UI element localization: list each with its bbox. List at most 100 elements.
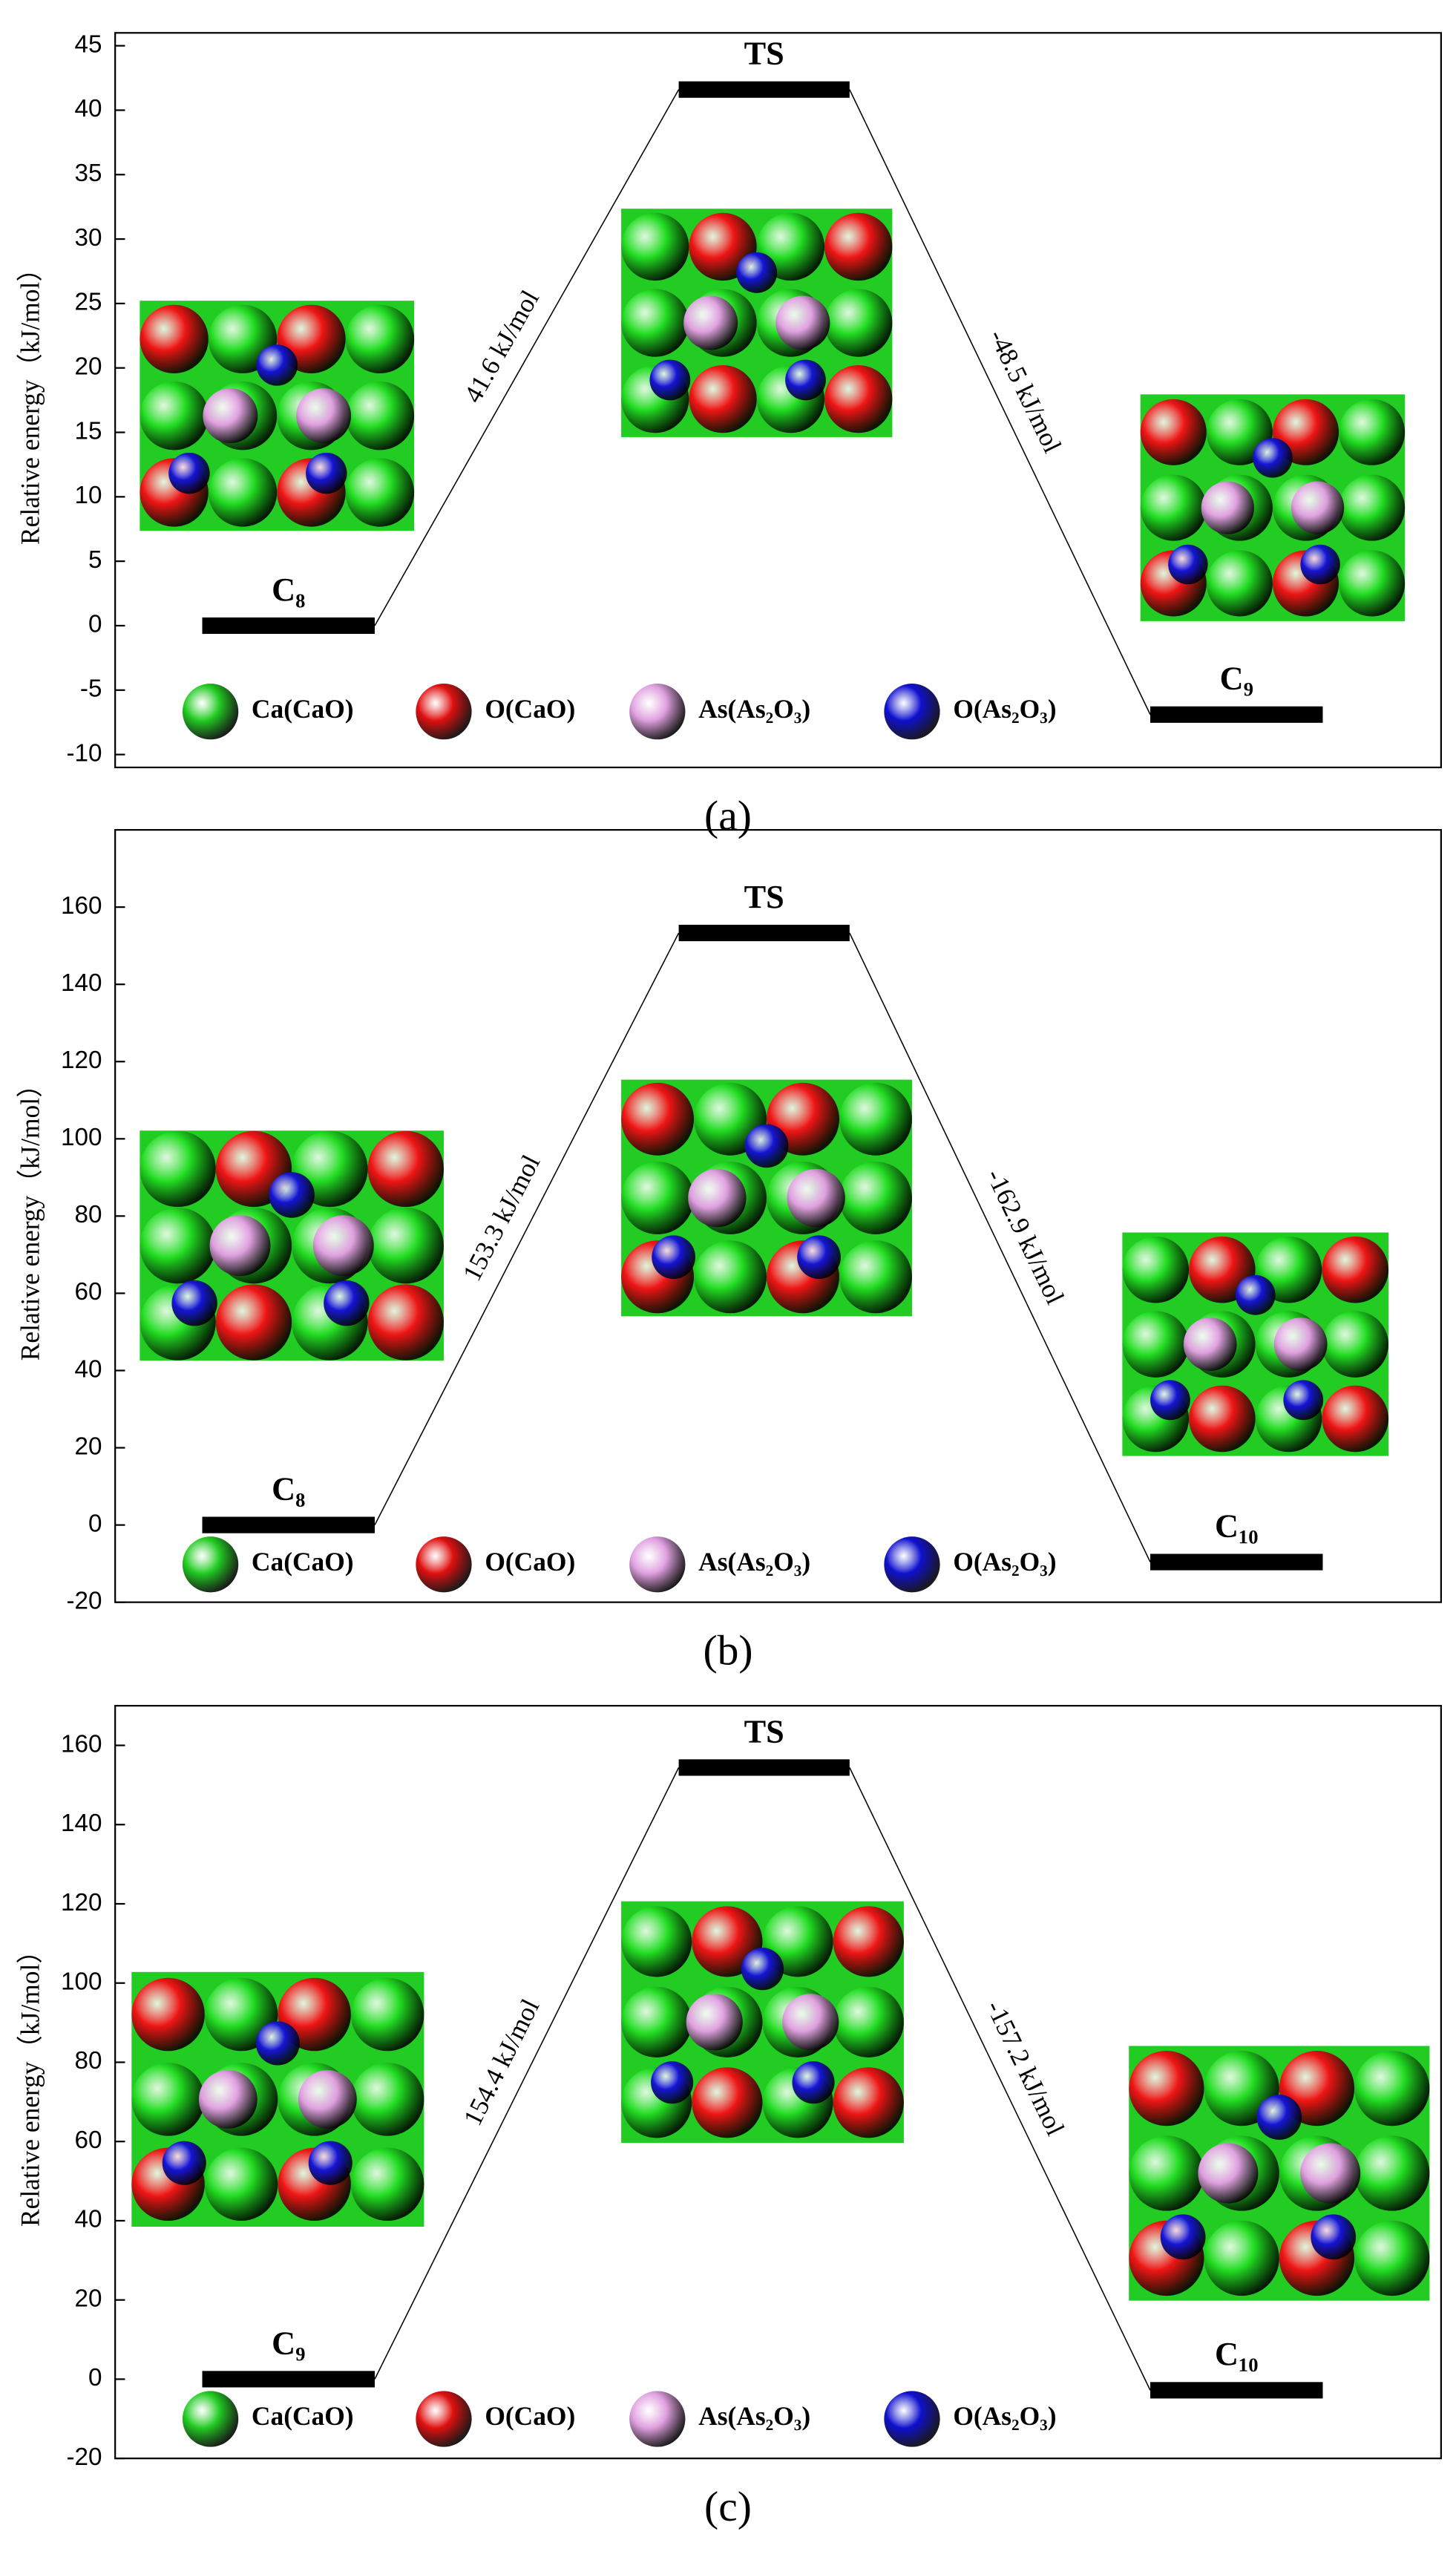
- slab-sphere: [1273, 1317, 1328, 1371]
- slab-sphere: [1150, 1380, 1190, 1421]
- slab-sphere: [1122, 1311, 1190, 1378]
- slab-sphere: [1253, 438, 1293, 478]
- connector: [849, 1767, 1151, 2391]
- slab-sphere: [1354, 2135, 1430, 2211]
- slab-sphere: [621, 212, 689, 281]
- y-tick-label: 100: [61, 1968, 102, 1995]
- slab-sphere: [1311, 2214, 1357, 2260]
- slab-sphere: [131, 2063, 205, 2136]
- slab-sphere: [345, 381, 415, 451]
- slab-sphere: [1354, 2050, 1430, 2127]
- y-tick-label: 20: [75, 353, 102, 380]
- slab-sphere: [785, 359, 826, 401]
- slab-sphere: [162, 2141, 206, 2185]
- slab-sphere: [306, 452, 347, 494]
- y-tick-label: 25: [75, 289, 102, 316]
- legend-swatch: [182, 684, 239, 740]
- slab-sphere: [298, 2069, 357, 2129]
- slab-sphere: [345, 458, 415, 527]
- slab-sphere: [797, 1235, 841, 1280]
- slab-sphere: [345, 304, 415, 374]
- slab-sphere: [1354, 2220, 1430, 2296]
- energy-level: [202, 617, 375, 635]
- slab-sphere: [833, 1906, 904, 1977]
- y-tick-label: 35: [75, 160, 102, 187]
- slab-sphere: [744, 1124, 789, 1168]
- slab-sphere: [1198, 2143, 1259, 2204]
- slab-sphere: [1235, 1274, 1276, 1315]
- y-tick-label: 45: [75, 30, 102, 58]
- slab-sphere: [1291, 481, 1345, 534]
- y-tick-label: 40: [75, 2206, 102, 2233]
- plot-frame: [114, 32, 1442, 769]
- slab-sphere: [1300, 544, 1340, 585]
- panel-caption: (c): [704, 2484, 752, 2530]
- slab-sphere: [1129, 2050, 1204, 2127]
- slab-sphere: [1160, 2214, 1206, 2260]
- y-tick-label: 60: [75, 1278, 102, 1306]
- y-tick-label: 140: [61, 969, 102, 997]
- slab-sphere: [308, 2141, 352, 2185]
- level-label: C₁₀: [1215, 2336, 1259, 2372]
- legend-swatch: [416, 2391, 472, 2447]
- slab-sphere: [833, 2067, 904, 2138]
- energy-level: [678, 924, 850, 942]
- slab-sphere: [824, 212, 893, 281]
- slab-sphere: [621, 289, 689, 357]
- slab-sphere: [269, 1172, 315, 1218]
- level-label: C₉: [272, 2325, 305, 2361]
- legend-swatch: [182, 2391, 239, 2447]
- y-tick-label: 10: [75, 482, 102, 509]
- slab-image: [131, 1971, 424, 2227]
- level-label: C₈: [272, 1470, 305, 1507]
- legend-swatch: [182, 1536, 239, 1593]
- level-label: C₉: [1220, 661, 1253, 697]
- slab-sphere: [775, 295, 830, 350]
- y-tick-label: 0: [88, 2364, 102, 2391]
- y-tick-label: 0: [88, 1510, 102, 1537]
- slab-sphere: [651, 2061, 694, 2104]
- slab-sphere: [683, 295, 738, 350]
- slab-sphere: [839, 1082, 912, 1156]
- energy-level: [1150, 1553, 1323, 1571]
- level-label: C₈: [272, 572, 305, 608]
- legend-swatch: [629, 684, 686, 740]
- legend-label: Ca(CaO): [252, 1547, 354, 1577]
- slab-image: [140, 1130, 444, 1361]
- slab-sphere: [833, 1986, 904, 2057]
- y-tick-label: 80: [75, 2047, 102, 2075]
- slab-sphere: [140, 381, 209, 451]
- slab-sphere: [312, 1215, 374, 1277]
- slab-sphere: [367, 1284, 444, 1361]
- slab-sphere: [204, 2147, 278, 2222]
- slab-sphere: [171, 1280, 217, 1326]
- slab-sphere: [1256, 2095, 1302, 2140]
- slab-sphere: [324, 1280, 370, 1326]
- panel-caption: (a): [704, 793, 752, 839]
- y-tick-label: -20: [66, 2443, 102, 2471]
- slab-image: [140, 301, 415, 531]
- slab-sphere: [209, 1215, 271, 1277]
- level-label: TS: [744, 879, 784, 915]
- energy-level: [202, 1516, 375, 1533]
- slab-sphere: [741, 1948, 784, 1991]
- slab-sphere: [296, 388, 352, 444]
- connector: [374, 932, 680, 1525]
- y-tick-label: 120: [61, 1047, 102, 1074]
- slab-sphere: [215, 1284, 292, 1361]
- slab-image: [1122, 1232, 1389, 1456]
- y-tick-label: 40: [75, 95, 102, 122]
- slab-sphere: [621, 1986, 692, 2057]
- slab-sphere: [140, 1208, 216, 1284]
- legend-label: As(As₂O₃): [698, 1547, 810, 1577]
- slab-sphere: [688, 1168, 747, 1228]
- slab-sphere: [1201, 481, 1254, 534]
- y-axis-label: Relative energy（kJ/mol）: [16, 1072, 45, 1361]
- slab-sphere: [1204, 2220, 1279, 2296]
- slab-sphere: [782, 1994, 839, 2051]
- y-tick-label: 100: [61, 1124, 102, 1151]
- legend-swatch: [884, 684, 940, 740]
- y-tick-label: 0: [88, 611, 102, 638]
- y-tick-label: 60: [75, 2127, 102, 2154]
